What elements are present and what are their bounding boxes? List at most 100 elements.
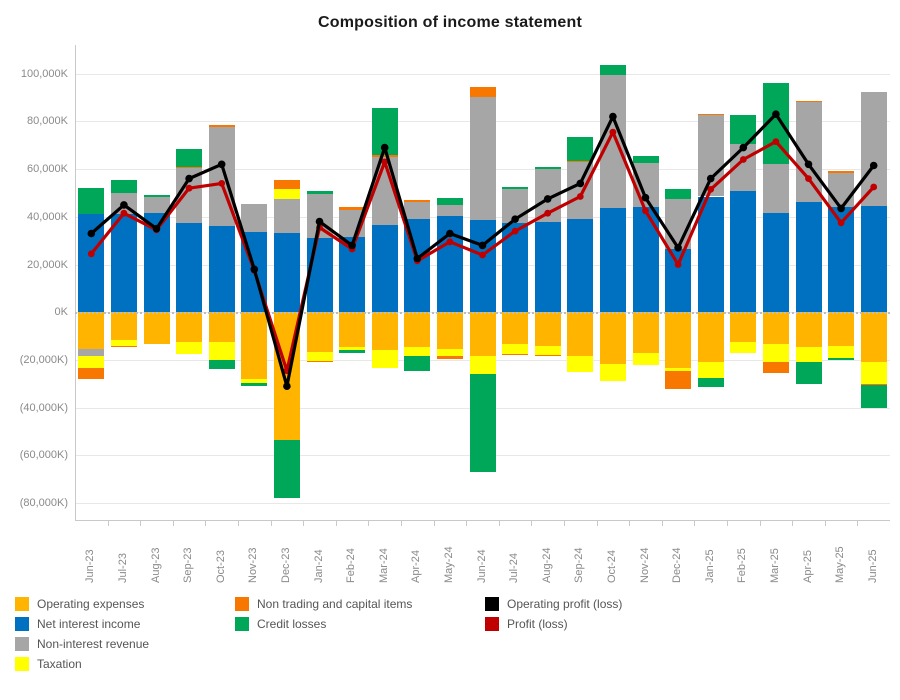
profit-loss-marker[interactable] <box>120 209 128 217</box>
bar-segment-tax[interactable] <box>306 351 333 362</box>
bar-segment-nii[interactable] <box>665 249 692 313</box>
bar-segment-ntci[interactable] <box>534 355 561 357</box>
bar-segment-credit[interactable] <box>599 65 626 75</box>
bar-segment-nii[interactable] <box>762 213 789 313</box>
bar-segment-credit[interactable] <box>339 350 366 353</box>
bar-column-May-24[interactable] <box>436 45 463 521</box>
operating-profit-marker[interactable] <box>217 160 226 169</box>
profit-loss-marker[interactable] <box>479 251 486 259</box>
bar-segment-tax[interactable] <box>176 342 203 354</box>
bar-segment-nir[interactable] <box>762 164 789 214</box>
operating-profit-marker[interactable] <box>837 204 845 213</box>
bar-column-Jul-23[interactable] <box>110 45 137 521</box>
bar-segment-tax[interactable] <box>208 342 235 360</box>
bar-segment-tax[interactable] <box>436 349 463 357</box>
bar-column-Sep-23[interactable] <box>176 45 203 521</box>
bar-segment-nir[interactable] <box>828 172 855 208</box>
bar-segment-tax[interactable] <box>273 189 300 199</box>
bar-segment-tax[interactable] <box>469 356 496 375</box>
profit-loss-marker[interactable] <box>642 207 649 215</box>
bar-segment-tax[interactable] <box>534 345 561 356</box>
operating-profit-marker[interactable] <box>315 217 324 226</box>
bar-segment-credit[interactable] <box>860 385 887 408</box>
bar-column-Nov-23[interactable] <box>241 45 268 521</box>
bar-segment-nii[interactable] <box>110 214 137 313</box>
bar-segment-ntci[interactable] <box>697 114 724 116</box>
operating-profit-marker[interactable] <box>804 160 813 169</box>
bar-column-May-25[interactable] <box>828 45 855 521</box>
operating-profit-marker[interactable] <box>772 110 780 118</box>
profit-loss-marker[interactable] <box>707 186 715 193</box>
bar-segment-credit[interactable] <box>273 439 300 499</box>
bar-segment-ntci[interactable] <box>567 160 594 162</box>
bar-segment-credit[interactable] <box>208 359 235 370</box>
bar-segment-nii[interactable] <box>208 226 235 313</box>
operating-profit-marker[interactable] <box>706 174 715 183</box>
bar-segment-nii[interactable] <box>273 233 300 313</box>
operating-profit-marker[interactable] <box>250 265 259 274</box>
bar-column-Apr-25[interactable] <box>795 45 822 521</box>
bar-column-Feb-24[interactable] <box>339 45 366 521</box>
bar-segment-opex[interactable] <box>436 312 463 350</box>
bar-segment-nir[interactable] <box>404 202 431 220</box>
bar-segment-nii[interactable] <box>306 238 333 313</box>
bar-segment-opex[interactable] <box>306 312 333 352</box>
bar-segment-credit[interactable] <box>436 197 463 205</box>
profit-loss-marker[interactable] <box>772 138 780 145</box>
bar-segment-tax[interactable] <box>404 346 431 357</box>
bar-segment-nir[interactable] <box>78 349 105 357</box>
legend-item-ntci[interactable]: Non trading and capital items <box>235 594 412 614</box>
bar-segment-opex[interactable] <box>697 312 724 363</box>
bar-segment-ntci[interactable] <box>306 361 333 363</box>
bar-segment-opex[interactable] <box>371 312 398 351</box>
bar-segment-nir[interactable] <box>567 161 594 220</box>
bar-segment-opex[interactable] <box>599 312 626 364</box>
operating-profit-marker[interactable] <box>348 241 356 250</box>
bar-segment-opex[interactable] <box>502 312 529 345</box>
bar-segment-credit[interactable] <box>176 148 203 167</box>
bar-segment-credit[interactable] <box>241 382 268 387</box>
bar-segment-opex[interactable] <box>632 312 659 353</box>
profit-loss-marker[interactable] <box>446 238 454 246</box>
legend-item-tax[interactable]: Taxation <box>15 654 149 674</box>
operating-profit-marker[interactable] <box>413 254 422 263</box>
bar-column-Aug-24[interactable] <box>534 45 561 521</box>
profit-loss-marker[interactable] <box>837 219 845 227</box>
bar-segment-nii[interactable] <box>599 208 626 313</box>
bar-segment-ntci[interactable] <box>339 207 366 210</box>
operating-profit-marker[interactable] <box>446 229 454 238</box>
bar-segment-credit[interactable] <box>828 357 855 360</box>
operating-profit-marker[interactable] <box>576 179 585 188</box>
bar-segment-ntci[interactable] <box>436 356 463 359</box>
profit-loss-marker[interactable] <box>544 209 552 217</box>
profit-loss-marker[interactable] <box>576 193 584 200</box>
operating-profit-marker[interactable] <box>478 241 487 250</box>
bar-segment-credit[interactable] <box>795 362 822 384</box>
bar-segment-nir[interactable] <box>273 198 300 234</box>
bar-column-Jul-24[interactable] <box>502 45 529 521</box>
bar-segment-ntci[interactable] <box>762 362 789 374</box>
operating-profit-marker[interactable] <box>120 201 128 209</box>
bar-segment-credit[interactable] <box>78 188 105 215</box>
bar-segment-tax[interactable] <box>339 346 366 351</box>
bar-segment-opex[interactable] <box>176 312 203 343</box>
bar-segment-opex[interactable] <box>762 312 789 345</box>
bar-segment-tax[interactable] <box>730 342 757 353</box>
bar-segment-nii[interactable] <box>697 196 724 313</box>
bar-segment-nii[interactable] <box>469 220 496 313</box>
bar-segment-tax[interactable] <box>567 356 594 372</box>
bar-segment-tax[interactable] <box>371 350 398 369</box>
bar-segment-ntci[interactable] <box>371 154 398 158</box>
bar-segment-credit[interactable] <box>697 377 724 388</box>
profit-loss-marker[interactable] <box>185 184 193 192</box>
bar-segment-credit[interactable] <box>567 136 594 161</box>
bar-segment-opex[interactable] <box>208 312 235 343</box>
bar-column-Aug-23[interactable] <box>143 45 170 521</box>
profit-loss-marker[interactable] <box>87 250 95 258</box>
bar-segment-nii[interactable] <box>371 225 398 313</box>
bar-segment-ntci[interactable] <box>110 345 137 347</box>
bar-segment-opex[interactable] <box>110 312 137 340</box>
bar-segment-opex[interactable] <box>404 312 431 347</box>
bar-column-Jan-25[interactable] <box>697 45 724 521</box>
bar-column-Apr-24[interactable] <box>404 45 431 521</box>
